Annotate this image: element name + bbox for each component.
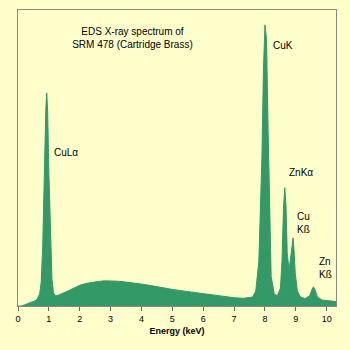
- svg-text:1: 1: [46, 314, 51, 324]
- svg-text:ZnKα: ZnKα: [289, 167, 313, 178]
- svg-text:CuKß: CuKß: [297, 211, 310, 235]
- svg-text:CuLα: CuLα: [54, 147, 78, 158]
- svg-text:ZnKß: ZnKß: [319, 256, 332, 280]
- svg-text:7: 7: [232, 314, 237, 324]
- svg-text:2: 2: [77, 314, 82, 324]
- svg-text:5: 5: [170, 314, 175, 324]
- svg-text:Energy (keV): Energy (keV): [149, 326, 204, 336]
- svg-text:9: 9: [293, 314, 298, 324]
- svg-text:6: 6: [201, 314, 206, 324]
- svg-text:3: 3: [108, 314, 113, 324]
- svg-text:EDS X-ray spectrum ofSRM 478 (: EDS X-ray spectrum ofSRM 478 (Cartridge …: [72, 26, 193, 50]
- svg-text:8: 8: [262, 314, 267, 324]
- svg-text:4: 4: [139, 314, 144, 324]
- svg-text:CuK: CuK: [273, 40, 293, 51]
- svg-text:0: 0: [15, 314, 20, 324]
- svg-text:10: 10: [322, 314, 332, 324]
